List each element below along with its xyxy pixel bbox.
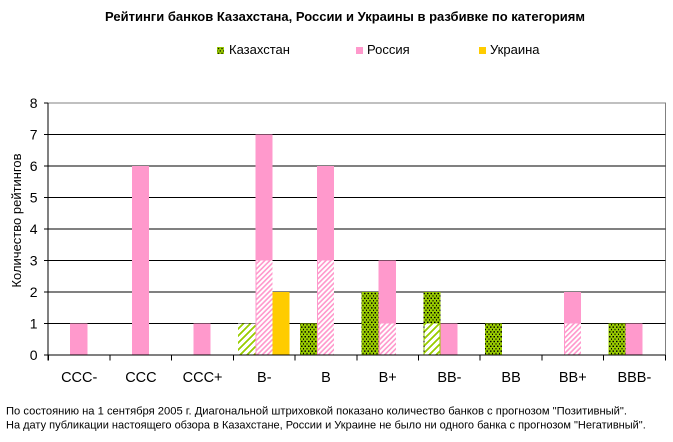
svg-text:Количество рейтингов: Количество рейтингов	[9, 153, 24, 287]
svg-text:BB+: BB+	[559, 370, 587, 386]
svg-text:CCC: CCC	[125, 370, 156, 386]
svg-text:Казахстан: Казахстан	[229, 42, 290, 57]
svg-text:BBB-: BBB-	[617, 370, 651, 386]
svg-text:BB: BB	[501, 370, 520, 386]
svg-text:2: 2	[30, 284, 38, 300]
svg-text:0: 0	[30, 347, 38, 363]
svg-text:Рейтинги банков Казахстана, Ро: Рейтинги банков Казахстана, России и Укр…	[105, 9, 585, 24]
svg-text:1: 1	[30, 315, 38, 331]
svg-text:CCC+: CCC+	[183, 370, 223, 386]
svg-text:BB-: BB-	[437, 370, 461, 386]
svg-text:На дату публикации настоящего: На дату публикации настоящего обзора в К…	[6, 420, 646, 432]
svg-text:B+: B+	[379, 370, 397, 386]
svg-text:По состоянию на 1 сентября 200: По состоянию на 1 сентября 2005 г. Диаго…	[6, 406, 627, 418]
svg-text:B-: B-	[257, 370, 272, 386]
svg-text:7: 7	[30, 126, 38, 142]
svg-text:3: 3	[30, 252, 38, 268]
svg-text:B: B	[321, 370, 331, 386]
svg-text:Россия: Россия	[367, 42, 410, 57]
svg-text:6: 6	[30, 158, 38, 174]
svg-text:5: 5	[30, 189, 38, 205]
svg-text:Украина: Украина	[490, 42, 540, 57]
svg-text:8: 8	[30, 95, 38, 111]
svg-text:CCC-: CCC-	[61, 370, 97, 386]
svg-text:4: 4	[30, 221, 38, 237]
